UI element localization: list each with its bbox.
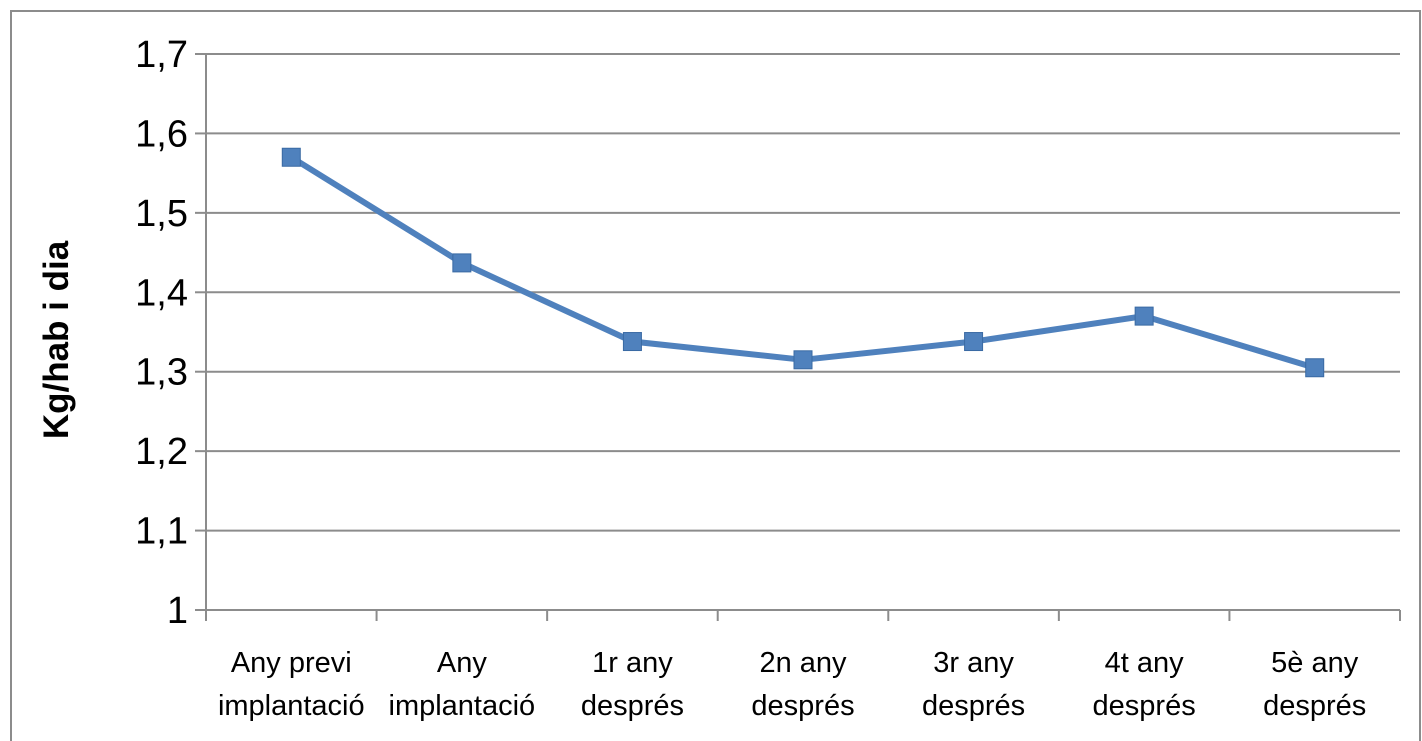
data-point-marker — [1305, 358, 1325, 378]
y-axis-title: Kg/hab i dia — [37, 240, 76, 439]
y-tick-label: 1,1 — [135, 511, 188, 553]
x-category-label: 5è any després — [1263, 647, 1366, 722]
series-markers — [281, 147, 1325, 378]
x-category-label: 2n any després — [751, 647, 854, 722]
x-category-label: 1r any després — [581, 647, 684, 722]
x-category-labels: Any previ implantació Any implantació 1r any… — [218, 647, 1366, 722]
y-tick-label: 1,7 — [135, 34, 188, 76]
y-tick-label: 1,3 — [135, 352, 188, 394]
y-tick-label: 1,2 — [135, 431, 188, 473]
y-tick-label: 1,5 — [135, 193, 188, 235]
y-tick-label: 1 — [167, 590, 188, 632]
data-point-marker — [793, 350, 813, 370]
gridlines — [206, 53, 1400, 532]
x-category-label: 4t any després — [1093, 647, 1196, 722]
data-point-marker — [452, 253, 472, 273]
data-point-marker — [281, 147, 301, 167]
y-tick-label: 1,4 — [135, 272, 188, 314]
x-category-label: Any previ implantació — [218, 647, 365, 722]
data-point-marker — [964, 332, 984, 352]
chart-border — [10, 10, 1421, 741]
x-category-label: Any implantació — [389, 647, 536, 722]
y-tick-labels: 1 1,1 1,2 1,3 1,4 1,5 1,6 1,7 — [135, 34, 188, 632]
data-point-marker — [622, 332, 642, 352]
x-category-label: 3r any després — [922, 647, 1025, 722]
y-tick-label: 1,6 — [135, 113, 188, 155]
axes — [195, 53, 1401, 621]
data-point-marker — [1134, 306, 1154, 326]
